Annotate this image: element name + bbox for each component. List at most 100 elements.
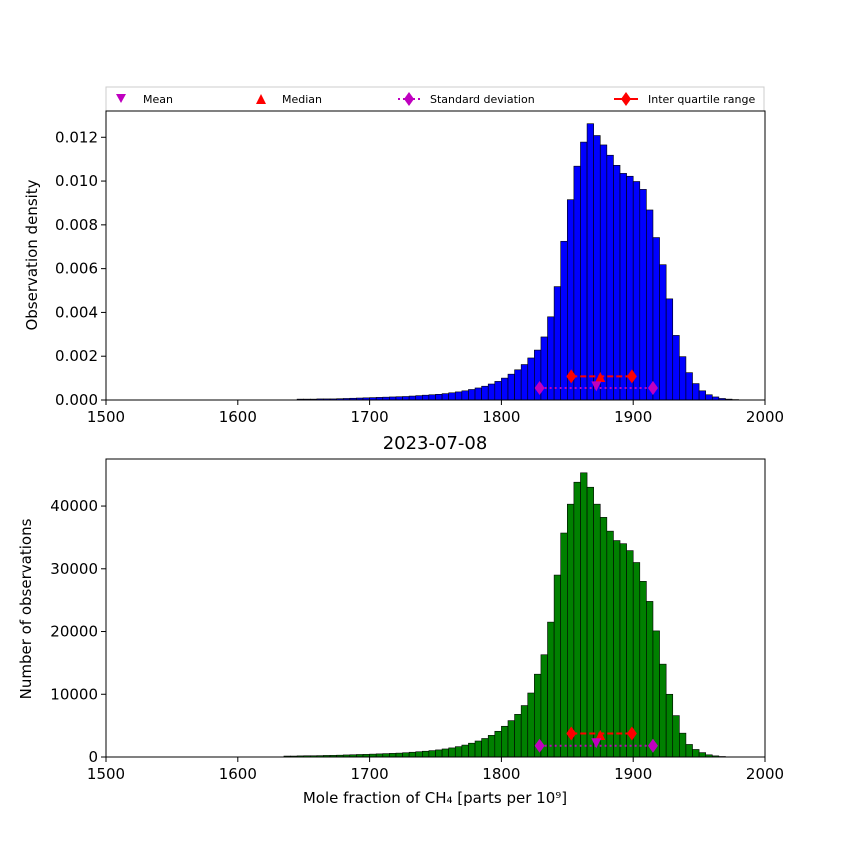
histogram-bar: [665, 298, 674, 401]
histogram-bar: [435, 394, 443, 401]
legend: Mean Median Standard deviation Inter qua…: [105, 86, 765, 112]
legend-label-std: Standard deviation: [430, 93, 535, 106]
histogram-bar: [606, 530, 614, 758]
histogram-bar: [619, 543, 627, 758]
bar-series: [283, 472, 739, 758]
x-tick-label: 1500: [87, 765, 125, 783]
y-tick-label: 0.004: [55, 303, 98, 321]
std-lower-marker: [534, 380, 545, 395]
histogram-bar: [461, 390, 469, 401]
histogram-bar: [659, 663, 667, 758]
iqr-upper-marker: [626, 369, 637, 384]
histogram-bar: [494, 381, 502, 401]
density-histogram-chart: 1500 1600 1700 1800 1900 2000 0.000 0.002 0.004 0…: [23, 110, 784, 426]
histogram-bar: [566, 199, 575, 401]
histogram-bar: [507, 720, 515, 758]
histogram-bar: [441, 393, 449, 401]
legend-label-median: Median: [282, 93, 322, 106]
histogram-bar: [685, 744, 693, 758]
y-tick-label: 0.000: [55, 391, 98, 409]
histogram-bar: [448, 392, 456, 401]
histogram-bar: [586, 486, 594, 758]
histogram-bar: [415, 751, 423, 758]
histogram-bar: [566, 503, 575, 758]
plot-frame: [105, 110, 766, 401]
std-upper-marker: [647, 380, 658, 395]
std-lower-marker: [534, 738, 545, 753]
histogram-bar: [461, 744, 469, 758]
histogram-bar: [599, 144, 608, 401]
x-tick-label: 1900: [614, 408, 652, 426]
histogram-bar: [586, 123, 594, 401]
histogram-bar: [639, 581, 647, 758]
histogram-bar: [632, 562, 641, 758]
x-tick-label: 1800: [482, 765, 520, 783]
histogram-bar: [520, 705, 529, 758]
iqr-marker-icon: [621, 92, 631, 106]
y-tick-label: 30000: [50, 560, 98, 578]
histogram-bar: [441, 748, 449, 758]
histogram-bar: [659, 264, 667, 401]
histogram-bar: [474, 740, 482, 758]
histogram-bar: [672, 335, 680, 401]
median-marker-icon: [256, 94, 266, 104]
iqr-lower-marker: [566, 369, 577, 384]
iqr-lower-marker: [566, 726, 577, 741]
histogram-bar: [553, 574, 562, 758]
histogram-bar: [613, 540, 621, 758]
y-tick-label: 0.012: [55, 128, 98, 146]
x-tick-label: 1600: [219, 408, 257, 426]
summary-statistics: [534, 726, 658, 753]
histogram-bar: [422, 394, 430, 401]
iqr-upper-marker: [626, 726, 637, 741]
x-tick-label: 1800: [482, 408, 520, 426]
y-tick-label: 0.002: [55, 347, 98, 365]
histogram-bar: [646, 601, 654, 758]
histogram-bar: [646, 209, 654, 401]
x-tick-label: 2000: [746, 765, 784, 783]
y-tick-label: 20000: [50, 623, 98, 641]
histogram-bar: [698, 752, 706, 758]
plot-frame: [105, 458, 766, 758]
x-tick-label: 1700: [351, 765, 389, 783]
x-tick-label: 1600: [219, 765, 257, 783]
axis-ticks: 1500 1600 1700 1800 1900 2000 0.000 0.002 0.004 0…: [55, 128, 784, 426]
y-tick-label: 40000: [50, 497, 98, 515]
histogram-bar: [415, 395, 423, 401]
y-axis-label: Number of observations: [17, 518, 35, 699]
histogram-bar: [527, 692, 535, 758]
mean-marker: [591, 381, 602, 392]
histogram-bar: [679, 356, 687, 401]
x-tick-label: 2000: [746, 408, 784, 426]
histogram-bar: [501, 377, 509, 401]
histogram-bar: [613, 164, 621, 401]
histogram-bar: [685, 372, 693, 401]
std-marker-icon: [404, 92, 414, 106]
histogram-bar: [487, 735, 496, 758]
histogram-bar: [468, 742, 476, 758]
histogram-bar: [408, 751, 417, 758]
histogram-bar: [402, 752, 410, 758]
bar-series: [296, 123, 739, 401]
histogram-bar: [639, 189, 647, 401]
histogram-bar: [672, 715, 680, 758]
histogram-bar: [454, 746, 463, 758]
count-histogram-chart: 2023-07-08 1500 1600 1700 1800 1900 200001000…: [17, 433, 784, 807]
histogram-bar: [573, 165, 581, 401]
histogram-bar: [428, 750, 436, 758]
x-tick-label: 1900: [614, 765, 652, 783]
histogram-bar: [389, 753, 397, 758]
histogram-bar: [652, 630, 660, 758]
histogram-bar: [560, 240, 568, 401]
legend-item-std: Standard deviation: [398, 92, 535, 106]
legend-item-mean: Mean: [116, 93, 173, 106]
histogram-bar: [507, 373, 515, 401]
chart-title: 2023-07-08: [383, 433, 488, 454]
histogram-bar: [487, 383, 496, 401]
histogram-bar: [481, 385, 489, 401]
histogram-bar: [402, 396, 410, 401]
histogram-bar: [626, 175, 634, 401]
histogram-bar: [606, 154, 614, 401]
histogram-bar: [422, 750, 430, 758]
